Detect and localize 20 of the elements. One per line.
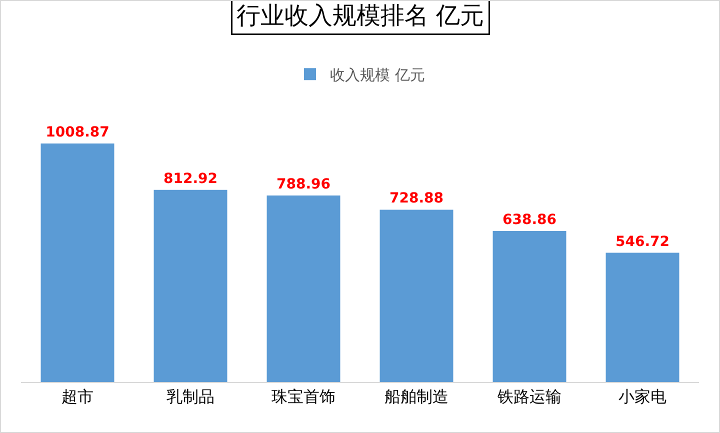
chart-title: 行业收入规模排名 亿元 [236, 2, 484, 30]
data-label: 546.72 [615, 234, 670, 250]
legend-label: 收入规模 亿元 [330, 66, 425, 84]
bar [154, 190, 228, 382]
x-tick-label: 船舶制造 [384, 387, 448, 406]
bar [380, 210, 454, 382]
bar [266, 196, 340, 382]
bar [492, 231, 566, 382]
data-label: 788.96 [276, 176, 331, 193]
data-label: 638.86 [502, 212, 557, 228]
x-tick-label: 铁路运输 [496, 387, 562, 406]
x-tick-label: 超市 [62, 387, 94, 406]
bar [606, 252, 680, 382]
x-tick-label: 乳制品 [166, 387, 214, 406]
bar [40, 144, 114, 382]
data-label: 1008.87 [46, 124, 110, 141]
data-label: 812.92 [163, 170, 218, 187]
data-label: 728.88 [389, 190, 444, 207]
x-tick-label: 珠宝首饰 [272, 387, 336, 406]
x-tick-label: 小家电 [618, 387, 666, 406]
